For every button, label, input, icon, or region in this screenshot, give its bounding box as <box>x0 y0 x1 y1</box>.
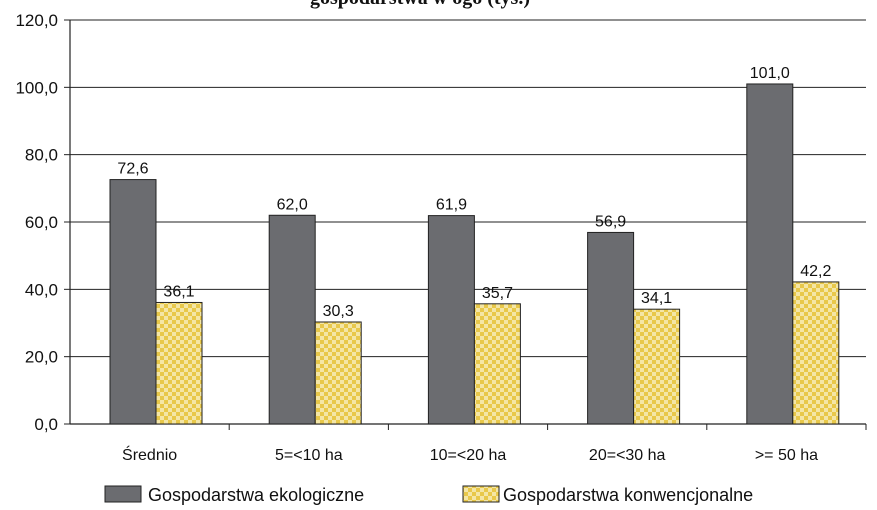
bar-ekologiczne <box>268 214 316 425</box>
chart-title: gospodarstwa w ogó (tys.) <box>310 0 530 9</box>
grid <box>70 19 866 425</box>
x-category-label: >= 50 ha <box>755 447 818 464</box>
bar-ekologiczne <box>109 179 157 425</box>
y-tick-label: 120,0 <box>15 11 58 30</box>
legend: Gospodarstwa ekologiczne Gospodarstwa kon… <box>104 485 753 505</box>
bar-konwencjonalne <box>633 308 681 425</box>
data-label: 56,9 <box>595 213 626 230</box>
y-tick-label: 20,0 <box>25 348 58 367</box>
data-label: 61,9 <box>436 197 467 214</box>
bar-ekologiczne <box>746 83 794 425</box>
x-category-label: 5=<10 ha <box>275 447 343 464</box>
x-axis: Średnio 5=<10 ha 10=<20 ha 20=<30 ha >= 50 h… <box>122 424 867 464</box>
bar-ekologiczne <box>427 215 475 425</box>
data-label: 101,0 <box>750 65 790 82</box>
bar-konwencjonalne <box>155 301 203 425</box>
y-axis: 0,0 20,0 40,0 60,0 80,0 100,0 120,0 <box>15 11 71 434</box>
bar-ekologiczne <box>587 231 635 425</box>
legend-label: Gospodarstwa konwencjonalne <box>503 485 753 505</box>
legend-label: Gospodarstwa ekologiczne <box>148 485 364 505</box>
y-tick-label: 0,0 <box>34 415 58 434</box>
data-label: 34,1 <box>641 290 672 307</box>
bar-konwencjonalne <box>792 281 840 425</box>
bar-konwencjonalne <box>473 303 521 425</box>
data-label: 62,0 <box>277 196 308 213</box>
data-label: 35,7 <box>482 285 513 302</box>
data-label: 30,3 <box>323 303 354 320</box>
data-label: 42,2 <box>800 263 831 280</box>
x-category-label: 20=<30 ha <box>589 447 666 464</box>
bar-konwencjonalne <box>314 321 362 425</box>
bars: 72,6 36,1 62,0 30,3 61,9 35,7 56,9 34,1 101,0 42,… <box>109 65 840 425</box>
y-tick-label: 40,0 <box>25 280 58 299</box>
data-label: 36,1 <box>163 283 194 300</box>
y-tick-label: 80,0 <box>25 146 58 165</box>
x-category-label: 10=<20 ha <box>430 447 507 464</box>
y-tick-label: 60,0 <box>25 213 58 232</box>
legend-swatch <box>104 485 142 503</box>
x-category-label: Średnio <box>122 445 177 464</box>
data-label: 72,6 <box>117 161 148 178</box>
y-tick-label: 100,0 <box>15 78 58 97</box>
legend-swatch <box>462 485 500 503</box>
